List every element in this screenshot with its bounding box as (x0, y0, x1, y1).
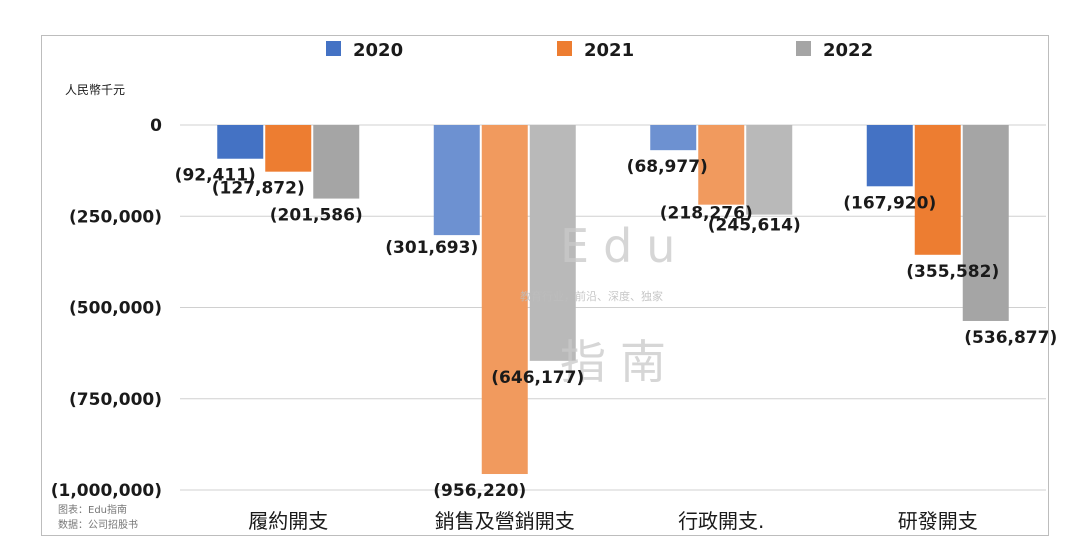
legend-label: 2021 (584, 40, 634, 61)
data-label: (536,877) (964, 328, 1057, 348)
chart-frame (41, 35, 1049, 536)
y-tick-label: (500,000) (69, 299, 162, 319)
source-line-data: 数据：公司招股书 (58, 518, 138, 531)
x-tick-label: 履約開支 (248, 509, 328, 533)
legend-label: 2020 (353, 40, 403, 61)
x-tick-label: 銷售及營銷開支 (435, 509, 575, 533)
data-label: (167,920) (843, 193, 936, 213)
data-label: (355,582) (906, 262, 999, 282)
data-labels: (92,411)(127,872) (201,586) (301,693) (956,… (175, 157, 1058, 501)
data-label: (201,586) (270, 206, 363, 226)
legend-swatch (796, 41, 811, 56)
bars (217, 125, 1009, 475)
source-line-chart: 图表：Edu指南 (58, 503, 127, 516)
bar (746, 125, 793, 215)
bar (433, 125, 480, 236)
bar (529, 125, 576, 361)
y-tick-label: (1,000,000) (51, 481, 162, 501)
bar (650, 125, 697, 151)
bar (914, 125, 961, 255)
data-label: (301,693) (385, 238, 478, 258)
y-axis: 0 (250,000) (500,000) (750,000) (1,000,000) (51, 116, 162, 501)
data-label: (245,614) (708, 216, 801, 236)
y-tick-label: 0 (150, 116, 162, 136)
data-label: (92,411) (175, 166, 256, 186)
bar (313, 125, 360, 199)
watermark: Edu 教育行业，前沿、深度、独家 指南 (520, 219, 689, 389)
legend-swatch (557, 41, 572, 56)
x-tick-label: 研發開支 (898, 509, 978, 533)
bar (866, 125, 913, 187)
bar (217, 125, 264, 159)
data-label: (218,276) (660, 204, 753, 224)
watermark-tagline: 教育行业，前沿、深度、独家 (520, 289, 663, 303)
unit-label: 人民幣千元 (65, 83, 125, 97)
legend-swatch (326, 41, 341, 56)
y-tick-label: (750,000) (69, 390, 162, 410)
x-axis: 履約開支 銷售及營銷開支 行政開支. 研發開支 (248, 509, 978, 533)
legend: 2020 2021 2022 (326, 40, 873, 61)
watermark-brand: Edu (560, 219, 689, 273)
x-tick-label: 行政開支. (678, 509, 764, 533)
bar (265, 125, 312, 172)
bar (481, 125, 528, 475)
data-label: (956,220) (433, 481, 526, 501)
bar (698, 125, 745, 205)
data-label: (127,872) (212, 179, 305, 199)
legend-label: 2022 (823, 40, 873, 61)
data-label: (646,177) (491, 368, 584, 388)
watermark-name: 指南 (560, 335, 680, 389)
bar (962, 125, 1009, 321)
y-tick-label: (250,000) (69, 207, 162, 227)
data-label: (68,977) (627, 157, 708, 177)
